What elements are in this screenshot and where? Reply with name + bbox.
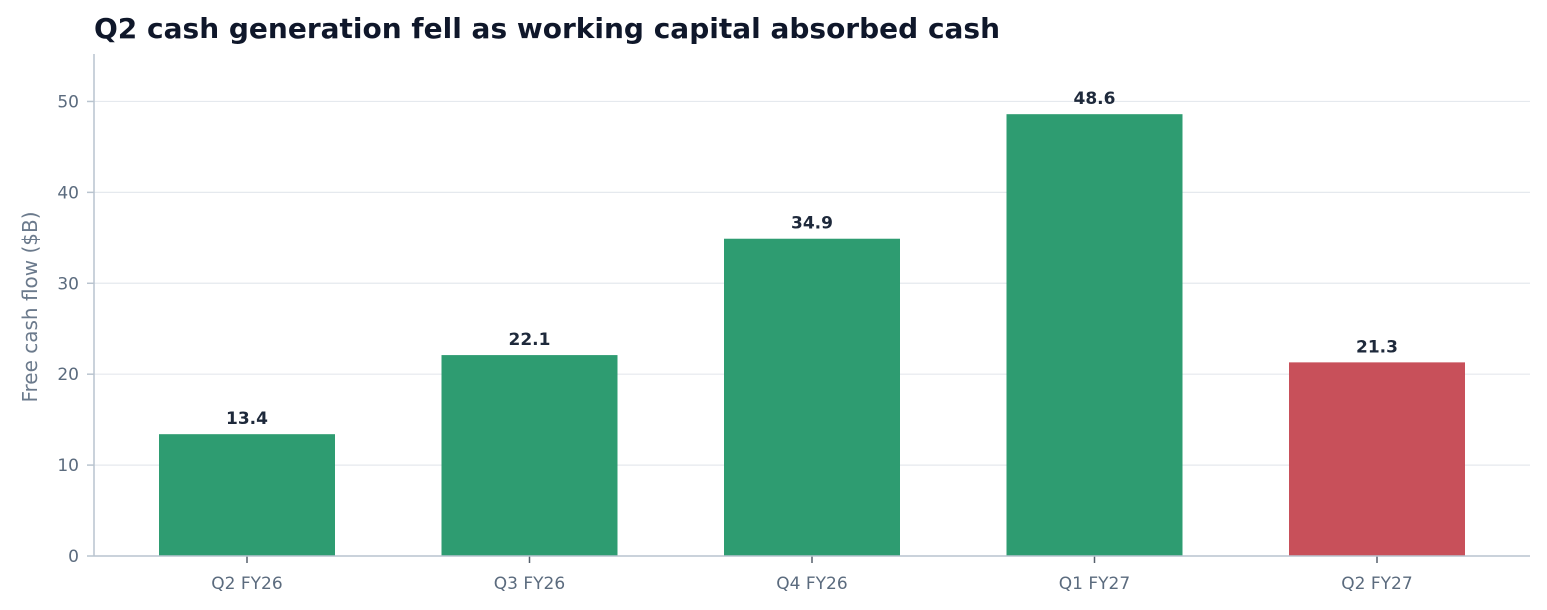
y-tick-label: 30 [57, 274, 79, 294]
x-tick-label: Q2 FY26 [211, 574, 282, 594]
y-tick-label: 0 [68, 547, 79, 567]
x-tick-label: Q1 FY27 [1059, 574, 1130, 594]
chart-title: Q2 cash generation fell as working capit… [94, 12, 1001, 45]
y-tick-label: 50 [57, 92, 79, 112]
bar-q4-fy26 [724, 238, 900, 556]
bar-q3-fy26 [441, 355, 618, 556]
bars [159, 114, 1465, 556]
y-axis-title: Free cash flow ($B) [18, 211, 42, 402]
data-label: 34.9 [791, 214, 833, 234]
x-tick-label: Q4 FY26 [776, 574, 847, 594]
bar-q2-fy27 [1289, 362, 1465, 556]
data-label: 21.3 [1356, 337, 1398, 357]
bar-q2-fy26 [159, 434, 335, 556]
bar-q1-fy27 [1006, 114, 1183, 556]
axes: 0 10 20 30 40 50 Q2 FY26 Q3 FY26 Q4 FY26 Q1 FY27 Q… [57, 54, 1530, 594]
y-tick-label: 10 [57, 456, 79, 476]
x-tick-label: Q2 FY27 [1341, 574, 1412, 594]
data-label: 13.4 [226, 409, 268, 429]
data-label: 48.6 [1074, 89, 1116, 109]
data-label: 22.1 [509, 330, 551, 350]
y-tick-label: 40 [57, 183, 79, 203]
y-tick-label: 20 [57, 365, 79, 385]
x-tick-label: Q3 FY26 [494, 574, 565, 594]
data-labels: 13.4 22.1 34.9 48.6 21.3 [226, 89, 1398, 429]
